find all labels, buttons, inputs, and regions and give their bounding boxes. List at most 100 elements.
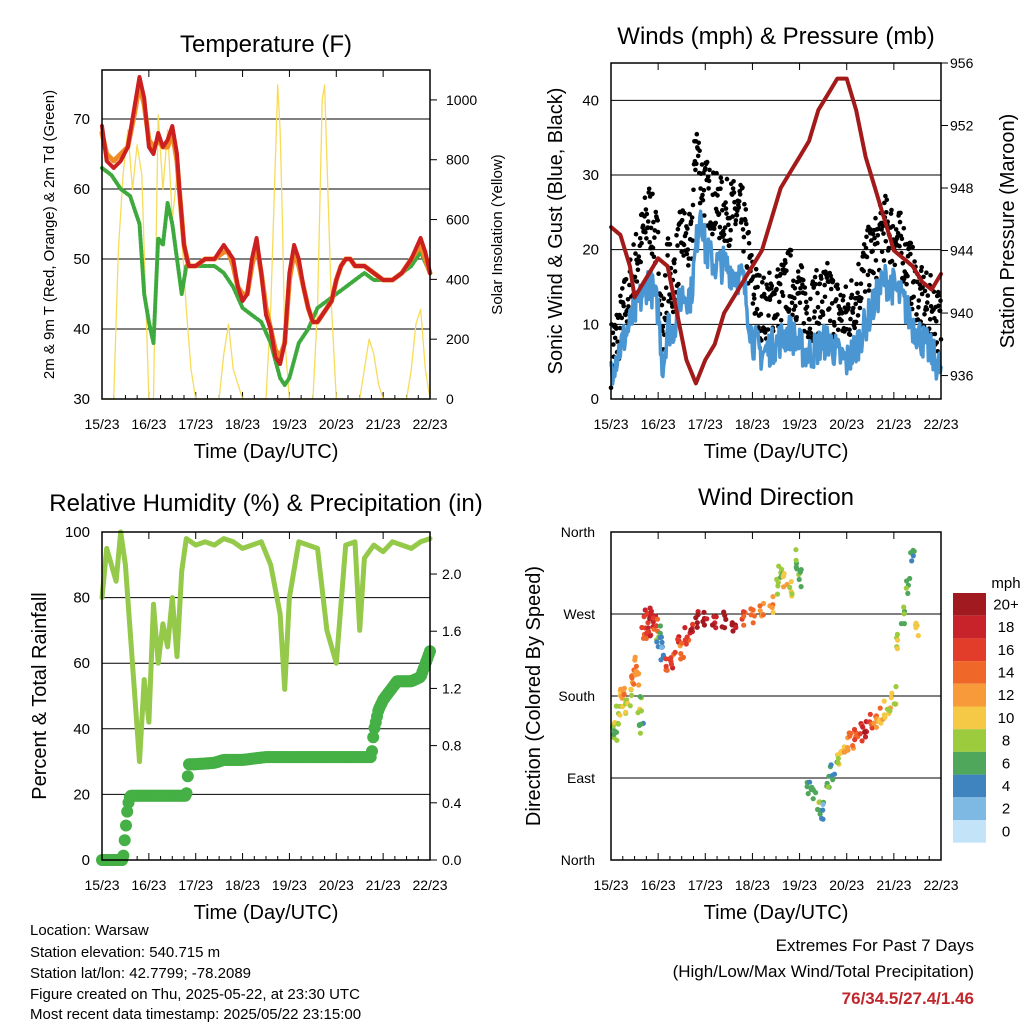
- y-right-tick-label: 0.8: [442, 738, 462, 754]
- direction-point: [658, 634, 665, 640]
- gust-point: [847, 327, 852, 333]
- direction-point: [776, 563, 782, 569]
- gust-point: [829, 301, 835, 306]
- x-tick-label: 20/23: [319, 416, 354, 432]
- gust-point: [667, 242, 673, 247]
- direction-point: [611, 731, 617, 738]
- gust-point: [648, 225, 654, 231]
- gust-point: [730, 214, 735, 219]
- series-sonic-wind: [609, 209, 943, 386]
- gust-point: [813, 281, 818, 287]
- panel-title: Winds (mph) & Pressure (mb): [617, 23, 934, 50]
- direction-point: [678, 651, 684, 657]
- gust-point: [724, 176, 730, 182]
- gust-point: [788, 253, 793, 258]
- direction-point: [757, 603, 763, 609]
- gust-point: [861, 268, 866, 274]
- gust-point: [636, 254, 642, 259]
- gust-point: [751, 292, 757, 298]
- gust-point: [726, 222, 731, 228]
- gust-point: [909, 301, 914, 307]
- gust-point: [841, 293, 846, 299]
- direction-point: [835, 759, 841, 766]
- gust-point: [718, 186, 723, 191]
- gust-point: [873, 215, 878, 221]
- direction-point: [690, 621, 696, 628]
- gust-point: [741, 249, 746, 254]
- x-tick-label: 20/23: [829, 416, 864, 432]
- gust-point: [635, 267, 641, 273]
- direction-point: [884, 706, 891, 712]
- y-right-axis-label: Station Pressure (Maroon): [997, 114, 1019, 349]
- y-tick-label: 20: [73, 786, 90, 803]
- direction-point: [798, 584, 804, 590]
- gust-point: [734, 213, 740, 218]
- gust-point: [621, 303, 626, 309]
- gust-point: [644, 211, 650, 217]
- y-tick-label: North: [561, 524, 595, 540]
- gust-point: [872, 235, 877, 241]
- gust-point: [846, 305, 851, 310]
- gust-point: [639, 240, 644, 246]
- gust-point: [847, 332, 853, 338]
- direction-point: [846, 730, 852, 736]
- y-tick-label: 60: [73, 655, 90, 672]
- gust-point: [658, 293, 664, 298]
- legend-swatch: [953, 751, 986, 775]
- gust-point: [883, 193, 888, 199]
- direction-point: [787, 584, 793, 591]
- direction-point: [781, 571, 787, 577]
- gust-point: [674, 233, 679, 238]
- legend-swatch: [953, 797, 986, 820]
- gust-point: [817, 281, 823, 287]
- extremes-values: 76/34.5/27.4/1.46: [841, 989, 974, 1008]
- gust-point: [796, 290, 802, 296]
- gust-point: [775, 267, 781, 272]
- direction-point: [711, 614, 717, 620]
- gust-point: [830, 278, 836, 283]
- gust-point: [731, 179, 736, 184]
- gust-point: [868, 238, 874, 243]
- gust-point: [665, 236, 671, 241]
- direction-point: [701, 609, 707, 616]
- series-solar-insolation: [101, 84, 431, 400]
- y-tick-label: 100: [65, 524, 90, 541]
- gust-point: [713, 220, 718, 226]
- gust-point: [778, 318, 784, 323]
- gust-point: [684, 251, 690, 257]
- gust-point: [928, 304, 934, 309]
- direction-point: [862, 734, 869, 740]
- series-2m-t: [100, 75, 432, 366]
- direction-point: [831, 771, 838, 777]
- gust-point: [647, 239, 652, 245]
- direction-point: [895, 637, 901, 643]
- gust-point: [694, 161, 699, 167]
- gust-point: [623, 312, 628, 318]
- gust-point: [814, 268, 819, 273]
- gust-point: [736, 199, 742, 204]
- gust-point: [914, 312, 919, 317]
- gust-point: [660, 324, 666, 330]
- recent-data-text: Most recent data timestamp: 2025/05/22 2…: [30, 1006, 362, 1023]
- gust-point: [855, 290, 860, 296]
- gust-point: [827, 306, 832, 311]
- x-tick-label: 15/23: [593, 877, 628, 893]
- precip-point: [181, 770, 194, 783]
- gust-point: [934, 318, 939, 324]
- gust-point: [804, 304, 810, 310]
- gust-point: [925, 293, 931, 298]
- direction-point: [788, 579, 794, 585]
- x-tick-label: 16/23: [641, 877, 676, 893]
- plot-frame: [101, 69, 431, 400]
- direction-point: [721, 609, 727, 615]
- gust-point: [889, 207, 894, 213]
- gust-point: [778, 271, 783, 277]
- direction-point: [633, 663, 640, 669]
- gust-point: [803, 299, 809, 305]
- direction-point: [675, 636, 681, 643]
- direction-point: [617, 712, 623, 718]
- y-tick-label: East: [567, 770, 595, 786]
- legend-label: 20+: [993, 596, 1019, 613]
- direction-point: [679, 640, 685, 646]
- legend-label: 4: [1002, 778, 1010, 795]
